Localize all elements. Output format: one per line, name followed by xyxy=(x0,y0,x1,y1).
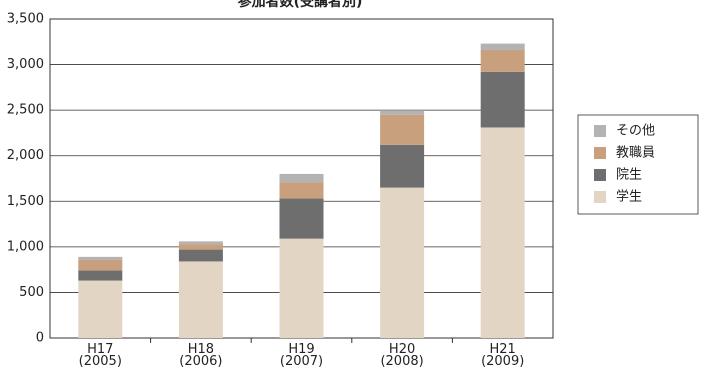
y-tick-label: 1,500 xyxy=(7,194,44,209)
x-tick-label: H17 (2005) xyxy=(78,342,122,369)
bar-segment xyxy=(279,173,324,183)
bar-segment xyxy=(380,110,425,115)
legend-swatch xyxy=(594,147,606,159)
legend-label: その他 xyxy=(616,124,655,139)
legend-label: 教職員 xyxy=(616,145,655,161)
y-tick-label: 3,500 xyxy=(7,12,44,27)
bar-segment xyxy=(279,238,324,338)
bar-segment xyxy=(380,187,425,338)
bar-segment xyxy=(178,249,223,262)
legend-swatch xyxy=(594,169,606,181)
bar-segment xyxy=(279,198,324,239)
bar-segment xyxy=(279,182,324,199)
y-tick-label: 500 xyxy=(19,285,44,300)
bar-segment xyxy=(480,71,525,128)
y-tick-label: 2,000 xyxy=(7,148,44,163)
bar-segment xyxy=(480,43,525,50)
legend-label: 院生 xyxy=(616,168,642,183)
x-tick-label: H19 (2007) xyxy=(279,342,324,369)
bar-segment xyxy=(178,244,223,250)
x-tick-label: H20 (2008) xyxy=(380,342,424,369)
legend-label: 学生 xyxy=(616,189,642,205)
y-tick-label: 0 xyxy=(36,331,44,346)
bar-segment xyxy=(78,270,123,281)
legend-swatch xyxy=(594,191,606,203)
x-tick-label: H18 (2006) xyxy=(179,342,223,369)
y-tick-label: 1,000 xyxy=(7,239,44,254)
y-tick-label: 3,000 xyxy=(7,57,44,72)
x-tick-label: H21 (2009) xyxy=(481,342,525,369)
bar-segment xyxy=(480,49,525,72)
bar-segment xyxy=(178,241,223,245)
bar-segment xyxy=(480,127,525,339)
bar-segment xyxy=(78,256,123,260)
chart-title: 参加者数(受講者別) xyxy=(238,0,363,10)
legend-swatch xyxy=(594,125,606,137)
bar-segment xyxy=(178,261,223,338)
bar-segment xyxy=(380,144,425,188)
bar-segment xyxy=(78,280,123,338)
bar-segment xyxy=(380,114,425,145)
bar-segment xyxy=(78,259,123,271)
y-tick-label: 2,500 xyxy=(7,103,44,118)
